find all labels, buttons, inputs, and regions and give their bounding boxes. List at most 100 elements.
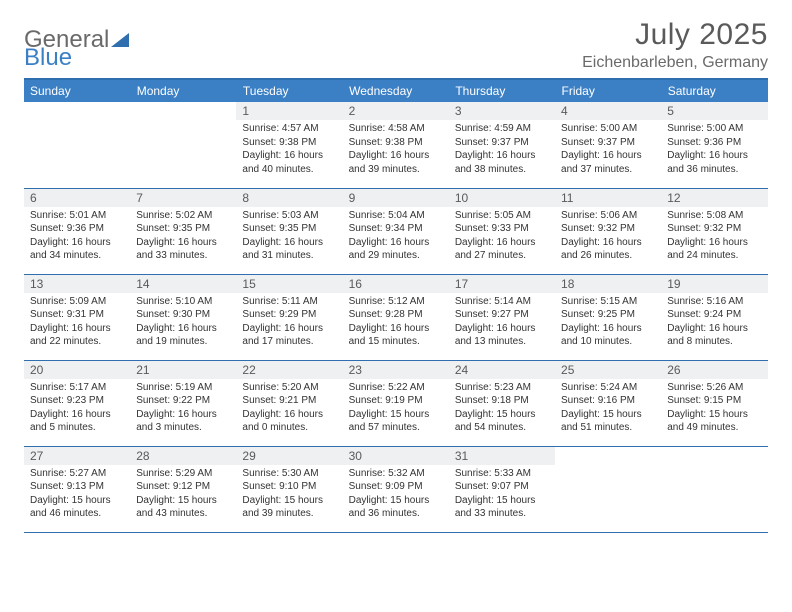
- calendar-cell: 7Sunrise: 5:02 AMSunset: 9:35 PMDaylight…: [130, 188, 236, 274]
- day-details: Sunrise: 5:03 AMSunset: 9:35 PMDaylight:…: [236, 207, 342, 267]
- day-number: 29: [236, 447, 342, 465]
- calendar-cell: 10Sunrise: 5:05 AMSunset: 9:33 PMDayligh…: [449, 188, 555, 274]
- day-number: 27: [24, 447, 130, 465]
- day-details: Sunrise: 5:01 AMSunset: 9:36 PMDaylight:…: [24, 207, 130, 267]
- day-number: 10: [449, 189, 555, 207]
- day-number: 31: [449, 447, 555, 465]
- brand-blue: Blue: [24, 44, 72, 71]
- day-details: Sunrise: 5:32 AMSunset: 9:09 PMDaylight:…: [343, 465, 449, 525]
- day-number: 21: [130, 361, 236, 379]
- calendar-row: 6Sunrise: 5:01 AMSunset: 9:36 PMDaylight…: [24, 188, 768, 274]
- weekday-header: Friday: [555, 80, 661, 102]
- calendar-cell: 5Sunrise: 5:00 AMSunset: 9:36 PMDaylight…: [661, 102, 767, 188]
- calendar-table: Sunday Monday Tuesday Wednesday Thursday…: [24, 80, 768, 533]
- weekday-header: Saturday: [661, 80, 767, 102]
- day-number: 24: [449, 361, 555, 379]
- calendar-cell: 17Sunrise: 5:14 AMSunset: 9:27 PMDayligh…: [449, 274, 555, 360]
- day-details: Sunrise: 5:29 AMSunset: 9:12 PMDaylight:…: [130, 465, 236, 525]
- calendar-cell: 6Sunrise: 5:01 AMSunset: 9:36 PMDaylight…: [24, 188, 130, 274]
- calendar-row: ....1Sunrise: 4:57 AMSunset: 9:38 PMDayl…: [24, 102, 768, 188]
- day-details: Sunrise: 5:20 AMSunset: 9:21 PMDaylight:…: [236, 379, 342, 439]
- day-details: Sunrise: 5:16 AMSunset: 9:24 PMDaylight:…: [661, 293, 767, 353]
- day-details: Sunrise: 5:04 AMSunset: 9:34 PMDaylight:…: [343, 207, 449, 267]
- day-number: 5: [661, 102, 767, 120]
- day-number: 28: [130, 447, 236, 465]
- calendar-cell: 2Sunrise: 4:58 AMSunset: 9:38 PMDaylight…: [343, 102, 449, 188]
- weekday-header: Wednesday: [343, 80, 449, 102]
- calendar-cell: ..: [24, 102, 130, 188]
- calendar-cell: 11Sunrise: 5:06 AMSunset: 9:32 PMDayligh…: [555, 188, 661, 274]
- day-number: 25: [555, 361, 661, 379]
- day-details: Sunrise: 5:26 AMSunset: 9:15 PMDaylight:…: [661, 379, 767, 439]
- day-number: 6: [24, 189, 130, 207]
- day-number: 1: [236, 102, 342, 120]
- calendar-row: 13Sunrise: 5:09 AMSunset: 9:31 PMDayligh…: [24, 274, 768, 360]
- day-details: Sunrise: 5:11 AMSunset: 9:29 PMDaylight:…: [236, 293, 342, 353]
- day-details: Sunrise: 5:08 AMSunset: 9:32 PMDaylight:…: [661, 207, 767, 267]
- calendar-cell: ..: [130, 102, 236, 188]
- day-details: Sunrise: 5:15 AMSunset: 9:25 PMDaylight:…: [555, 293, 661, 353]
- day-number: 15: [236, 275, 342, 293]
- calendar-cell: 30Sunrise: 5:32 AMSunset: 9:09 PMDayligh…: [343, 446, 449, 532]
- day-details: Sunrise: 5:02 AMSunset: 9:35 PMDaylight:…: [130, 207, 236, 267]
- day-number: 30: [343, 447, 449, 465]
- day-number: 26: [661, 361, 767, 379]
- day-details: Sunrise: 5:19 AMSunset: 9:22 PMDaylight:…: [130, 379, 236, 439]
- calendar-cell: 31Sunrise: 5:33 AMSunset: 9:07 PMDayligh…: [449, 446, 555, 532]
- day-details: Sunrise: 5:17 AMSunset: 9:23 PMDaylight:…: [24, 379, 130, 439]
- day-details: Sunrise: 5:10 AMSunset: 9:30 PMDaylight:…: [130, 293, 236, 353]
- day-number: 13: [24, 275, 130, 293]
- day-details: Sunrise: 4:57 AMSunset: 9:38 PMDaylight:…: [236, 120, 342, 180]
- day-details: Sunrise: 4:59 AMSunset: 9:37 PMDaylight:…: [449, 120, 555, 180]
- calendar-cell: 9Sunrise: 5:04 AMSunset: 9:34 PMDaylight…: [343, 188, 449, 274]
- calendar-cell: 16Sunrise: 5:12 AMSunset: 9:28 PMDayligh…: [343, 274, 449, 360]
- calendar-cell: 18Sunrise: 5:15 AMSunset: 9:25 PMDayligh…: [555, 274, 661, 360]
- calendar-row: 20Sunrise: 5:17 AMSunset: 9:23 PMDayligh…: [24, 360, 768, 446]
- day-details: Sunrise: 5:06 AMSunset: 9:32 PMDaylight:…: [555, 207, 661, 267]
- calendar-cell: 20Sunrise: 5:17 AMSunset: 9:23 PMDayligh…: [24, 360, 130, 446]
- day-details: Sunrise: 5:23 AMSunset: 9:18 PMDaylight:…: [449, 379, 555, 439]
- brand-triangle-icon: [111, 33, 129, 47]
- day-number: 22: [236, 361, 342, 379]
- calendar-cell: 4Sunrise: 5:00 AMSunset: 9:37 PMDaylight…: [555, 102, 661, 188]
- calendar-cell: 24Sunrise: 5:23 AMSunset: 9:18 PMDayligh…: [449, 360, 555, 446]
- day-details: Sunrise: 4:58 AMSunset: 9:38 PMDaylight:…: [343, 120, 449, 180]
- day-number: 7: [130, 189, 236, 207]
- day-number: 11: [555, 189, 661, 207]
- calendar-cell: ..: [555, 446, 661, 532]
- day-details: Sunrise: 5:30 AMSunset: 9:10 PMDaylight:…: [236, 465, 342, 525]
- brand-logo-line2: Blue: [24, 44, 72, 72]
- calendar-cell: 22Sunrise: 5:20 AMSunset: 9:21 PMDayligh…: [236, 360, 342, 446]
- day-number: 23: [343, 361, 449, 379]
- day-number: 4: [555, 102, 661, 120]
- page-header: General July 2025 Eichenbarleben, German…: [24, 18, 768, 72]
- calendar-body: ....1Sunrise: 4:57 AMSunset: 9:38 PMDayl…: [24, 102, 768, 532]
- weekday-header: Monday: [130, 80, 236, 102]
- calendar-cell: 27Sunrise: 5:27 AMSunset: 9:13 PMDayligh…: [24, 446, 130, 532]
- day-number: 17: [449, 275, 555, 293]
- day-number: 19: [661, 275, 767, 293]
- calendar-head: Sunday Monday Tuesday Wednesday Thursday…: [24, 80, 768, 102]
- calendar-cell: 8Sunrise: 5:03 AMSunset: 9:35 PMDaylight…: [236, 188, 342, 274]
- day-number: 14: [130, 275, 236, 293]
- title-block: July 2025 Eichenbarleben, Germany: [582, 18, 768, 72]
- calendar-cell: 23Sunrise: 5:22 AMSunset: 9:19 PMDayligh…: [343, 360, 449, 446]
- calendar-cell: 12Sunrise: 5:08 AMSunset: 9:32 PMDayligh…: [661, 188, 767, 274]
- day-number: 8: [236, 189, 342, 207]
- day-details: Sunrise: 5:22 AMSunset: 9:19 PMDaylight:…: [343, 379, 449, 439]
- calendar-cell: 13Sunrise: 5:09 AMSunset: 9:31 PMDayligh…: [24, 274, 130, 360]
- calendar-cell: 28Sunrise: 5:29 AMSunset: 9:12 PMDayligh…: [130, 446, 236, 532]
- weekday-header: Tuesday: [236, 80, 342, 102]
- weekday-header: Thursday: [449, 80, 555, 102]
- day-details: Sunrise: 5:27 AMSunset: 9:13 PMDaylight:…: [24, 465, 130, 525]
- calendar-cell: 26Sunrise: 5:26 AMSunset: 9:15 PMDayligh…: [661, 360, 767, 446]
- day-number: 20: [24, 361, 130, 379]
- calendar-cell: 29Sunrise: 5:30 AMSunset: 9:10 PMDayligh…: [236, 446, 342, 532]
- day-number: 18: [555, 275, 661, 293]
- day-details: Sunrise: 5:00 AMSunset: 9:37 PMDaylight:…: [555, 120, 661, 180]
- calendar-cell: 3Sunrise: 4:59 AMSunset: 9:37 PMDaylight…: [449, 102, 555, 188]
- calendar-cell: 25Sunrise: 5:24 AMSunset: 9:16 PMDayligh…: [555, 360, 661, 446]
- day-details: Sunrise: 5:33 AMSunset: 9:07 PMDaylight:…: [449, 465, 555, 525]
- month-title: July 2025: [582, 18, 768, 52]
- day-details: Sunrise: 5:09 AMSunset: 9:31 PMDaylight:…: [24, 293, 130, 353]
